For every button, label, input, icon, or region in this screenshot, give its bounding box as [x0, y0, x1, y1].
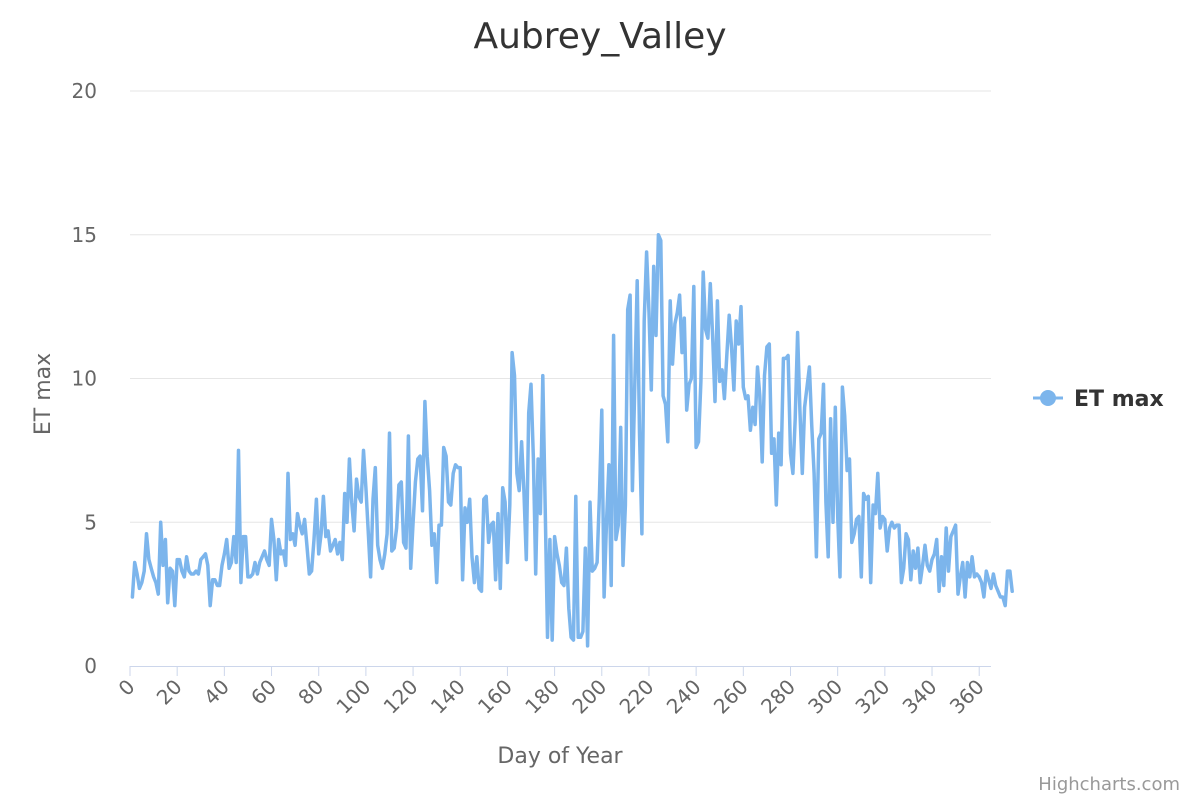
x-tick-label: 260 [709, 675, 753, 719]
x-tick-label: 280 [756, 675, 800, 719]
y-tick-label: 15 [72, 223, 97, 247]
x-tick-label: 20 [152, 675, 187, 710]
gridlines [130, 90, 991, 523]
x-tick-label: 0 [114, 675, 140, 701]
legend[interactable]: ET max [1033, 387, 1164, 412]
x-tick-label: 300 [803, 675, 847, 719]
series-line-0[interactable] [130, 233, 1014, 648]
y-tick-label: 20 [72, 79, 97, 103]
x-tick-label: 100 [331, 675, 375, 719]
x-tick-label: 40 [199, 675, 234, 710]
legend-item-et-max[interactable]: ET max [1074, 387, 1164, 412]
x-tick-label: 160 [473, 675, 517, 719]
x-tick-label: 360 [945, 675, 989, 719]
x-tick-label: 340 [898, 675, 942, 719]
y-tick-label: 5 [84, 510, 97, 534]
y-tick-label: 10 [72, 367, 97, 391]
chart-title: Aubrey_Valley [473, 16, 726, 57]
y-axis: 0 5 10 15 20 [72, 79, 97, 678]
x-axis: 0 20 40 60 80 100 120 140 160 180 200 220 240 260 280 3… [114, 666, 991, 719]
x-tick-label: 80 [293, 675, 328, 710]
x-tick-label: 200 [567, 675, 611, 719]
y-axis-title: ET max [31, 353, 56, 435]
y-tick-label: 0 [84, 654, 97, 678]
x-tick-label: 60 [246, 675, 281, 710]
x-tick-label: 180 [520, 675, 564, 719]
x-tick-label: 320 [850, 675, 894, 719]
credits-link[interactable]: Highcharts.com [1038, 774, 1180, 795]
x-tick-label: 120 [379, 675, 423, 719]
legend-marker-icon [1040, 390, 1056, 406]
series-group[interactable] [130, 233, 1014, 648]
x-tick-label: 220 [615, 675, 659, 719]
x-tick-label: 140 [426, 675, 470, 719]
x-axis-title: Day of Year [497, 744, 623, 769]
x-tick-label: 240 [662, 675, 706, 719]
